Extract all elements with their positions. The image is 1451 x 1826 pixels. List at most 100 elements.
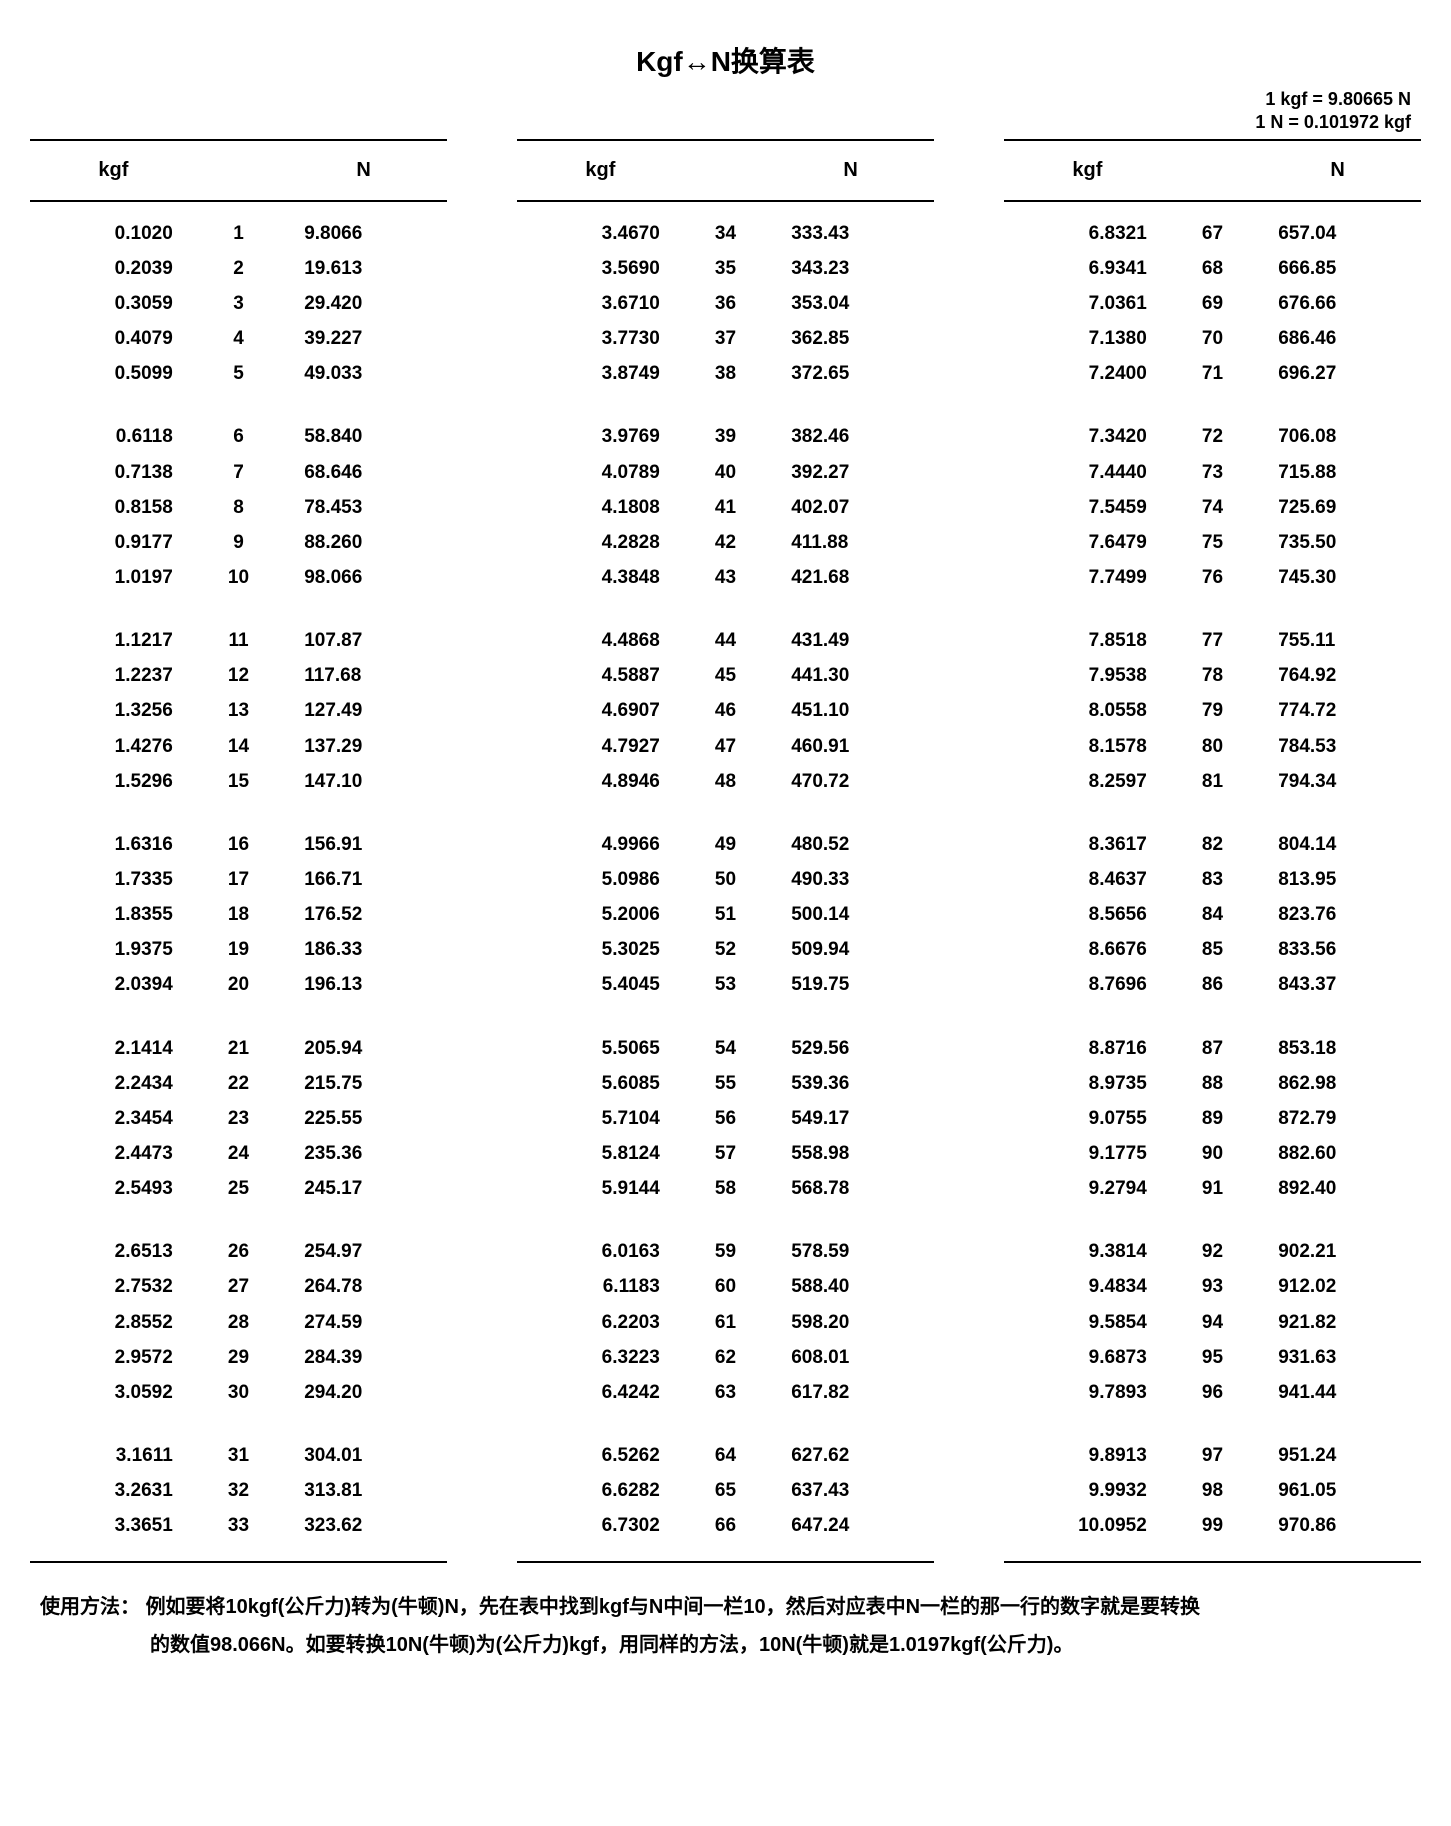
index-value: 26: [203, 1234, 274, 1269]
newton-value: 421.68: [761, 560, 934, 595]
usage-note: 使用方法： 例如要将10kgf(公斤力)转为(牛顿)N，先在表中找到kgf与N中…: [30, 1588, 1421, 1664]
table-row: 6.016359578.59: [517, 1234, 934, 1269]
kgf-value: 4.9966: [517, 827, 690, 862]
index-value: 23: [203, 1101, 274, 1136]
newton-value: 941.44: [1248, 1375, 1421, 1410]
kgf-value: 3.7730: [517, 321, 690, 356]
index-value: 74: [1177, 490, 1248, 525]
newton-value: 755.11: [1248, 623, 1421, 658]
table-body: 0.102019.80660.2039219.6130.3059329.4200…: [30, 202, 447, 1564]
table-row: 7.342072706.08: [1004, 419, 1421, 454]
kgf-value: 10.0952: [1004, 1508, 1177, 1543]
table-row: 7.953878764.92: [1004, 658, 1421, 693]
newton-value: 304.01: [274, 1438, 447, 1473]
table-row: 6.730266647.24: [517, 1508, 934, 1543]
row-group: 8.871687853.188.973588862.989.075589872.…: [1004, 1031, 1421, 1207]
table-row: 9.687395931.63: [1004, 1340, 1421, 1375]
header-left: kgf: [30, 141, 197, 200]
index-value: 30: [203, 1375, 274, 1410]
newton-value: 29.420: [274, 286, 447, 321]
kgf-value: 3.5690: [517, 251, 690, 286]
index-value: 19: [203, 932, 274, 967]
table-row: 1.631616156.91: [30, 827, 447, 862]
table-row: 5.710456549.17: [517, 1101, 934, 1136]
table-row: 5.506554529.56: [517, 1031, 934, 1066]
index-value: 7: [203, 455, 274, 490]
row-group: 6.832167657.046.934168666.857.036169676.…: [1004, 216, 1421, 392]
kgf-value: 8.5656: [1004, 897, 1177, 932]
table-header: kgfN: [517, 139, 934, 202]
table-row: 0.4079439.227: [30, 321, 447, 356]
index-value: 88: [1177, 1066, 1248, 1101]
index-value: 80: [1177, 729, 1248, 764]
index-value: 83: [1177, 862, 1248, 897]
index-value: 41: [690, 490, 761, 525]
newton-value: 98.066: [274, 560, 447, 595]
header-mid: [684, 141, 767, 200]
table-row: 5.404553519.75: [517, 967, 934, 1002]
row-group: 1.121711107.871.223712117.681.325613127.…: [30, 623, 447, 799]
index-value: 58: [690, 1171, 761, 1206]
table-row: 0.9177988.260: [30, 525, 447, 560]
table-row: 6.526264627.62: [517, 1438, 934, 1473]
row-group: 7.342072706.087.444073715.887.545974725.…: [1004, 419, 1421, 595]
newton-value: 137.29: [274, 729, 447, 764]
index-value: 89: [1177, 1101, 1248, 1136]
newton-value: 39.227: [274, 321, 447, 356]
kgf-value: 9.5854: [1004, 1305, 1177, 1340]
kgf-value: 3.1611: [30, 1438, 203, 1473]
index-value: 45: [690, 658, 761, 693]
kgf-value: 1.8355: [30, 897, 203, 932]
kgf-value: 1.7335: [30, 862, 203, 897]
index-value: 10: [203, 560, 274, 595]
row-group: 5.506554529.565.608555539.365.710456549.…: [517, 1031, 934, 1207]
newton-value: 284.39: [274, 1340, 447, 1375]
table-row: 2.447324235.36: [30, 1136, 447, 1171]
index-value: 69: [1177, 286, 1248, 321]
newton-value: 657.04: [1248, 216, 1421, 251]
table-row: 7.851877755.11: [1004, 623, 1421, 658]
kgf-value: 6.4242: [517, 1375, 690, 1410]
table-row: 2.039420196.13: [30, 967, 447, 1002]
newton-value: 912.02: [1248, 1269, 1421, 1304]
kgf-value: 2.4473: [30, 1136, 203, 1171]
kgf-value: 3.0592: [30, 1375, 203, 1410]
newton-value: 598.20: [761, 1305, 934, 1340]
table-row: 2.957229284.39: [30, 1340, 447, 1375]
kgf-value: 9.6873: [1004, 1340, 1177, 1375]
index-value: 34: [690, 216, 761, 251]
newton-value: 558.98: [761, 1136, 934, 1171]
table-row: 2.141421205.94: [30, 1031, 447, 1066]
kgf-value: 4.7927: [517, 729, 690, 764]
table-row: 0.6118658.840: [30, 419, 447, 454]
table-row: 5.098650490.33: [517, 862, 934, 897]
newton-value: 127.49: [274, 693, 447, 728]
header-left: kgf: [1004, 141, 1171, 200]
kgf-value: 2.7532: [30, 1269, 203, 1304]
kgf-value: 2.5493: [30, 1171, 203, 1206]
table-row: 3.976939382.46: [517, 419, 934, 454]
newton-value: 68.646: [274, 455, 447, 490]
newton-value: 970.86: [1248, 1508, 1421, 1543]
newton-value: 323.62: [274, 1508, 447, 1543]
kgf-value: 9.1775: [1004, 1136, 1177, 1171]
newton-value: 686.46: [1248, 321, 1421, 356]
table-row: 2.549325245.17: [30, 1171, 447, 1206]
index-value: 13: [203, 693, 274, 728]
kgf-value: 3.3651: [30, 1508, 203, 1543]
table-row: 5.812457558.98: [517, 1136, 934, 1171]
kgf-value: 9.9932: [1004, 1473, 1177, 1508]
index-value: 8: [203, 490, 274, 525]
index-value: 97: [1177, 1438, 1248, 1473]
table-row: 3.365133323.62: [30, 1508, 447, 1543]
newton-value: 362.85: [761, 321, 934, 356]
kgf-value: 8.6676: [1004, 932, 1177, 967]
kgf-value: 9.8913: [1004, 1438, 1177, 1473]
conversion-table-1: kgfN0.102019.80660.2039219.6130.3059329.…: [30, 139, 447, 1564]
table-row: 4.894648470.72: [517, 764, 934, 799]
table-row: 5.914458568.78: [517, 1171, 934, 1206]
index-value: 96: [1177, 1375, 1248, 1410]
newton-value: 862.98: [1248, 1066, 1421, 1101]
kgf-value: 7.5459: [1004, 490, 1177, 525]
newton-value: 480.52: [761, 827, 934, 862]
